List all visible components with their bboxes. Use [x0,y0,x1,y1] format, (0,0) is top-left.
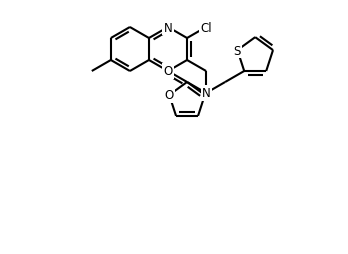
Text: O: O [163,65,173,78]
Text: S: S [234,44,241,57]
Text: N: N [164,21,172,34]
Text: N: N [202,87,211,100]
Text: Cl: Cl [200,21,212,34]
Text: O: O [165,89,174,102]
